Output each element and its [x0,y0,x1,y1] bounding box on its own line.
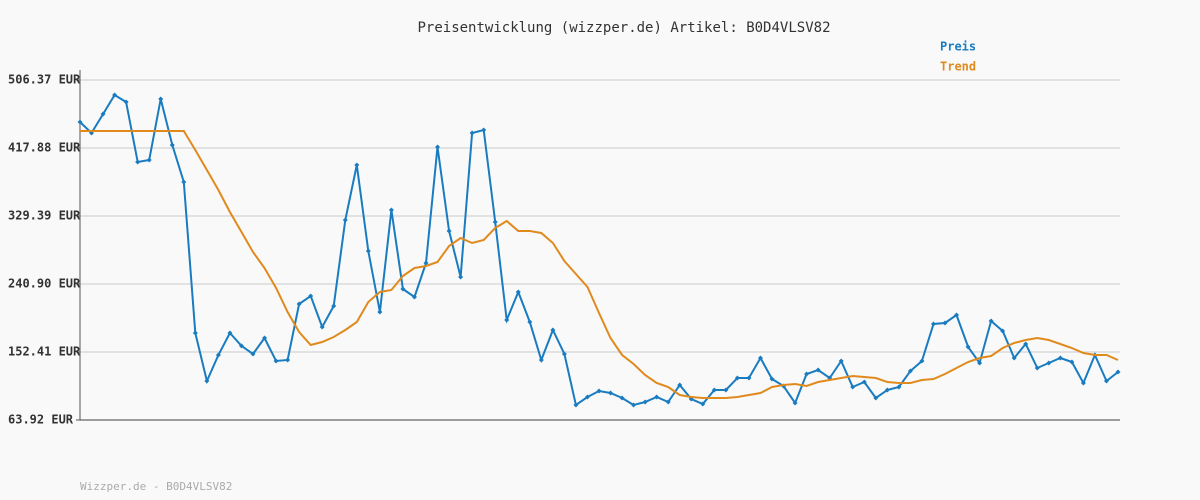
point-marker [1046,360,1052,366]
point-marker [792,400,798,406]
point-marker [1115,369,1121,375]
point-marker [1000,328,1006,334]
point-marker [584,394,590,400]
point-marker [815,367,821,373]
y-tick-label: 506.37 EUR [8,73,81,87]
point-marker [930,321,936,327]
point-marker [608,390,614,396]
point-marker [919,358,925,364]
point-marker [734,375,740,381]
point-marker [988,318,994,324]
point-marker [561,351,567,357]
point-marker [435,144,441,150]
point-marker [308,293,314,299]
point-marker [250,351,256,357]
point-marker [135,159,141,165]
point-marker [538,357,544,363]
legend-label: Preis [940,40,976,54]
point-marker [400,286,406,292]
point-marker [169,142,175,148]
point-marker [331,303,337,309]
point-marker [77,119,83,125]
point-marker [123,99,129,105]
point-marker [504,317,510,323]
point-marker [677,382,683,388]
point-marker [458,274,464,280]
chart-title: Preisentwicklung (wizzper.de) Artikel: B… [417,20,830,36]
point-marker [723,387,729,393]
point-marker [757,355,763,361]
point-marker [654,394,660,400]
legend-label: Trend [940,60,976,74]
y-tick-label: 240.90 EUR [8,277,81,291]
point-marker [100,111,106,117]
point-marker [965,344,971,350]
point-marker [469,130,475,136]
point-marker [1103,378,1109,384]
point-marker [1080,380,1086,386]
point-marker [446,228,452,234]
point-marker [861,379,867,385]
point-marker [596,388,602,394]
y-tick-label: 417.88 EUR [8,141,81,155]
point-marker [192,330,198,336]
point-marker [411,294,417,300]
point-marker [215,352,221,358]
point-marker [1034,365,1040,371]
point-marker [158,96,164,102]
point-marker [365,248,371,254]
point-marker [896,384,902,390]
point-marker [942,320,948,326]
point-marker [227,330,233,336]
point-marker [377,309,383,315]
point-marker [296,301,302,307]
point-marker [746,375,752,381]
point-marker [769,376,775,382]
point-marker [354,162,360,168]
point-marker [1023,341,1029,347]
point-marker [1011,355,1017,361]
point-marker [146,157,152,163]
point-marker [977,360,983,366]
point-marker [954,312,960,318]
point-marker [515,289,521,295]
point-marker [873,395,879,401]
point-marker [238,343,244,349]
point-marker [838,358,844,364]
point-marker [1057,355,1063,361]
point-marker [1069,359,1075,365]
point-marker [850,384,856,390]
point-marker [319,324,325,330]
point-marker [273,358,279,364]
point-marker [642,399,648,405]
series-line [80,130,1119,399]
point-marker [665,399,671,405]
point-marker [112,92,118,98]
point-marker [700,401,706,407]
point-marker [907,368,913,374]
point-marker [804,371,810,377]
y-tick-label: 63.92 EUR [8,413,74,427]
footer: Wizzper.de - B0D4VLSV82 [80,480,232,493]
point-marker [181,179,187,185]
series-line [79,93,1119,407]
point-marker [711,387,717,393]
point-marker [527,319,533,325]
point-marker [550,327,556,333]
point-marker [342,217,348,223]
point-marker [285,357,291,363]
point-marker [884,387,890,393]
point-marker [619,395,625,401]
point-marker [204,378,210,384]
point-marker [573,402,579,408]
point-marker [481,127,487,133]
point-marker [388,207,394,213]
point-marker [631,402,637,408]
y-tick-label: 329.39 EUR [8,209,81,223]
y-tick-label: 152.41 EUR [8,345,81,359]
point-marker [423,260,429,266]
point-marker [262,335,268,341]
point-marker [492,219,498,225]
